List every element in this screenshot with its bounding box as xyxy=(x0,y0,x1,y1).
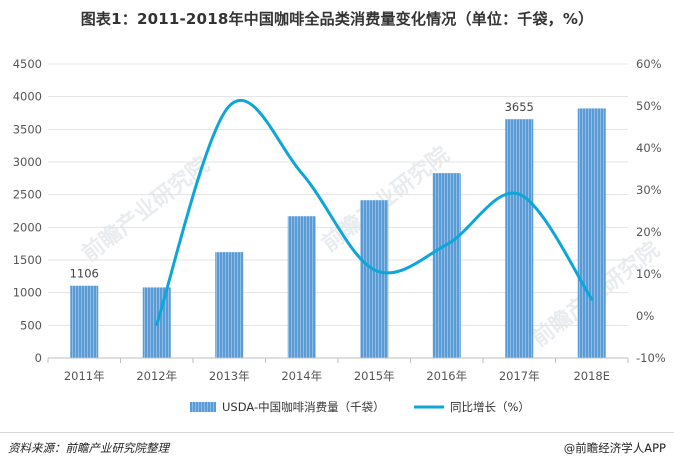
bar-data-label: 1106 xyxy=(70,267,99,281)
y-right-tick-label: 0% xyxy=(636,309,654,323)
y-right-tick-label: -10% xyxy=(636,351,666,365)
source-note: 资料来源：前瞻产业研究院整理 xyxy=(8,440,169,456)
legend-bar-label: USDA-中国咖啡消费量（千袋） xyxy=(222,400,385,414)
y-left-tick-label: 2000 xyxy=(13,220,42,234)
y-left-tick-label: 3000 xyxy=(13,155,42,169)
y-right-tick-label: 20% xyxy=(636,225,662,239)
x-tick-label: 2018E xyxy=(573,369,610,383)
bar xyxy=(578,108,606,358)
y-right-tick-label: 50% xyxy=(636,99,662,113)
y-left-tick-label: 1000 xyxy=(13,286,42,300)
y-left-tick-label: 1500 xyxy=(13,253,42,267)
bar xyxy=(70,286,98,358)
y-left-tick-label: 0 xyxy=(35,351,42,365)
bar-data-label: 3655 xyxy=(505,100,534,114)
gridlines xyxy=(48,64,628,325)
y-left-tick-label: 500 xyxy=(20,318,42,332)
x-tick-label: 2016年 xyxy=(426,369,467,383)
y-left-tick-label: 2500 xyxy=(13,188,42,202)
footer-divider xyxy=(0,432,674,433)
watermark-text: 前瞻产业研究院 xyxy=(77,152,214,267)
y-left-tick-label: 4500 xyxy=(13,57,42,71)
legend-line-label: 同比增长（%） xyxy=(450,400,530,414)
y-right-tick-label: 40% xyxy=(636,141,662,155)
x-tick-label: 2013年 xyxy=(209,369,250,383)
x-tick-label: 2012年 xyxy=(136,369,177,383)
legend-bar-swatch xyxy=(190,402,216,412)
bar xyxy=(505,119,533,358)
bar xyxy=(288,216,316,358)
bar xyxy=(433,173,461,358)
x-tick-label: 2011年 xyxy=(64,369,105,383)
y-right-tick-label: 60% xyxy=(636,57,662,71)
y-left-tick-label: 3500 xyxy=(13,122,42,136)
x-tick-label: 2014年 xyxy=(281,369,322,383)
x-tick-label: 2017年 xyxy=(499,369,540,383)
brand-credit: @前瞻经济学人APP xyxy=(564,440,666,456)
x-tick-label: 2015年 xyxy=(354,369,395,383)
bar xyxy=(360,200,388,358)
y-left-tick-label: 4000 xyxy=(13,90,42,104)
y-right-tick-label: 30% xyxy=(636,183,662,197)
legend: USDA-中国咖啡消费量（千袋） 同比增长（%） xyxy=(190,400,530,414)
y-right-tick-label: 10% xyxy=(636,267,662,281)
bar xyxy=(215,252,243,358)
